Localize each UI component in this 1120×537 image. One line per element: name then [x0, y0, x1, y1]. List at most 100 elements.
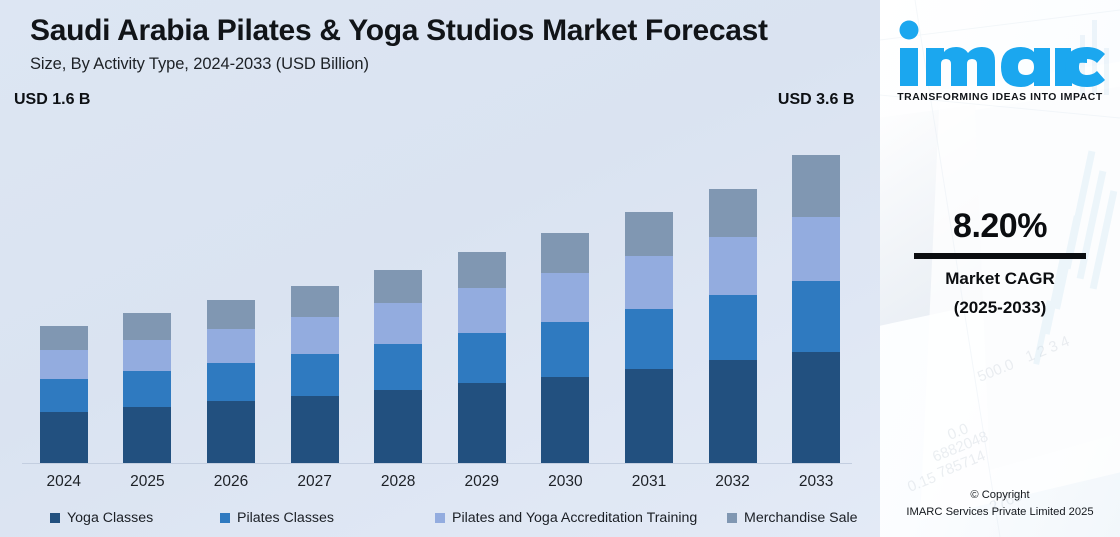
bar-segment[interactable] [206, 362, 255, 402]
copyright-line-1: © Copyright [970, 489, 1030, 502]
bar-segment[interactable] [374, 303, 423, 345]
bar-slot [189, 118, 273, 463]
bar-segment[interactable] [708, 360, 757, 463]
legend-item[interactable]: Merchandise Sale [727, 510, 858, 526]
stacked-bar[interactable] [457, 251, 506, 463]
stacked-bar[interactable] [290, 285, 339, 463]
x-axis-tick-label: 2030 [548, 473, 583, 490]
bar-segment[interactable] [541, 321, 590, 377]
legend-label: Pilates and Yoga Accreditation Training [452, 510, 698, 526]
bar-segment[interactable] [123, 371, 172, 407]
stacked-bar[interactable] [792, 155, 841, 463]
bar-segment[interactable] [792, 155, 841, 218]
legend-swatch-icon [50, 513, 60, 523]
bar-segment[interactable] [624, 368, 673, 463]
bar-segment[interactable] [624, 309, 673, 369]
bar-segment[interactable] [457, 251, 506, 289]
bar-segment[interactable] [792, 217, 841, 281]
x-axis-tick-label: 2031 [631, 473, 667, 490]
bar-value-label: USD 3.6 B [777, 91, 855, 108]
stacked-bar[interactable] [39, 326, 88, 463]
stacked-bar[interactable] [624, 212, 673, 463]
bar-segment[interactable] [123, 313, 172, 340]
x-axis-tick-label: 2029 [464, 473, 499, 490]
stacked-bar[interactable] [206, 300, 255, 463]
decorative-background: 500.0 0.15 785714 6882048 2768 1 2 3 4 0… [880, 0, 1120, 537]
page-subtitle: Size, By Activity Type, 2024-2033 (USD B… [30, 54, 369, 73]
bar-segment[interactable] [123, 406, 172, 463]
cagr-divider [914, 253, 1086, 259]
stacked-bar[interactable] [708, 189, 757, 463]
cagr-label: Market CAGR [945, 269, 1055, 288]
legend-item[interactable]: Pilates and Yoga Accreditation Training [435, 510, 727, 526]
bar-segment[interactable] [206, 401, 255, 463]
bar-segment[interactable] [624, 212, 673, 256]
bar-segment[interactable] [374, 344, 423, 391]
bar-slot [607, 118, 691, 463]
legend-label: Merchandise Sale [744, 510, 858, 526]
bar-segment[interactable] [541, 232, 590, 274]
bar-slot [524, 118, 608, 463]
bar-segment[interactable] [541, 376, 590, 463]
chart-panel: Saudi Arabia Pilates & Yoga Studios Mark… [0, 0, 880, 537]
bar-value-label: USD 1.6 B [14, 91, 91, 108]
bar-segment[interactable] [374, 269, 423, 304]
bar-slot: USD 1.6 B [14, 91, 106, 463]
x-axis-tick-label: 2033 [798, 473, 834, 490]
axis-baseline [22, 463, 852, 464]
title-block: Saudi Arabia Pilates & Yoga Studios Mark… [0, 0, 880, 74]
legend-swatch-icon [435, 513, 445, 523]
bar-segment[interactable] [708, 237, 757, 296]
bar-segment[interactable] [541, 273, 590, 322]
bar-segment[interactable] [39, 350, 88, 380]
legend-item[interactable]: Yoga Classes [50, 510, 220, 526]
bar-segment[interactable] [206, 300, 255, 329]
bar-segment[interactable] [39, 411, 88, 463]
bar-segment[interactable] [39, 379, 88, 412]
stacked-bar[interactable] [541, 232, 590, 463]
legend-item[interactable]: Pilates Classes [220, 510, 435, 526]
bar-segment[interactable] [457, 383, 506, 463]
bar-segment[interactable] [123, 339, 172, 372]
bar-segment[interactable] [206, 328, 255, 363]
x-axis-tick-label: 2025 [130, 473, 165, 490]
legend-swatch-icon [220, 513, 230, 523]
bar-segment[interactable] [290, 354, 339, 397]
bar-segment[interactable] [39, 326, 88, 351]
bar-segment[interactable] [374, 390, 423, 463]
bar-segment[interactable] [624, 255, 673, 310]
x-axis-tick-label: 2024 [46, 473, 82, 490]
bar-segment[interactable] [792, 280, 841, 352]
bar-segment[interactable] [708, 189, 757, 238]
bar-slot [356, 118, 440, 463]
legend-label: Pilates Classes [237, 510, 334, 526]
brand-tagline: TRANSFORMING IDEAS INTO IMPACT [897, 92, 1103, 103]
x-axis-tick-label: 2028 [380, 473, 416, 490]
cagr-block: 8.20% Market CAGR (2025-2033) [880, 207, 1120, 318]
stacked-bar[interactable] [123, 313, 172, 463]
bar-group: USD 1.6 B USD 3.6 B [14, 91, 858, 463]
x-axis-tick-label: 2032 [715, 473, 750, 490]
bar-segment[interactable] [708, 295, 757, 361]
bar-slot [106, 118, 190, 463]
legend-swatch-icon [727, 513, 737, 523]
bar-segment[interactable] [290, 316, 339, 355]
imarc-logo: TRANSFORMING IDEAS INTO IMPACT [880, 18, 1120, 103]
brand-content: TRANSFORMING IDEAS INTO IMPACT 8.20% Mar… [880, 0, 1120, 537]
bar-segment[interactable] [457, 332, 506, 384]
svg-text:0.0: 0.0 [945, 420, 971, 444]
stacked-bar[interactable] [374, 269, 423, 463]
bar-slot: USD 3.6 B [774, 91, 858, 463]
copyright-line-2: IMARC Services Private Limited 2025 [906, 506, 1094, 519]
bar-slot [691, 118, 775, 463]
bar-segment[interactable] [792, 351, 841, 463]
bar-segment[interactable] [290, 285, 339, 317]
bar-segment[interactable] [290, 396, 339, 463]
imarc-wordmark-icon [899, 20, 1105, 87]
x-axis-tick-label: 2027 [297, 473, 332, 490]
x-axis-ticks: 2024 2025 2026 2027 2028 2029 2030 2031 2032 2033 [22, 473, 858, 499]
bar-slot [273, 118, 357, 463]
copyright-notice: © Copyright IMARC Services Private Limit… [880, 487, 1120, 521]
bar-segment[interactable] [457, 288, 506, 333]
